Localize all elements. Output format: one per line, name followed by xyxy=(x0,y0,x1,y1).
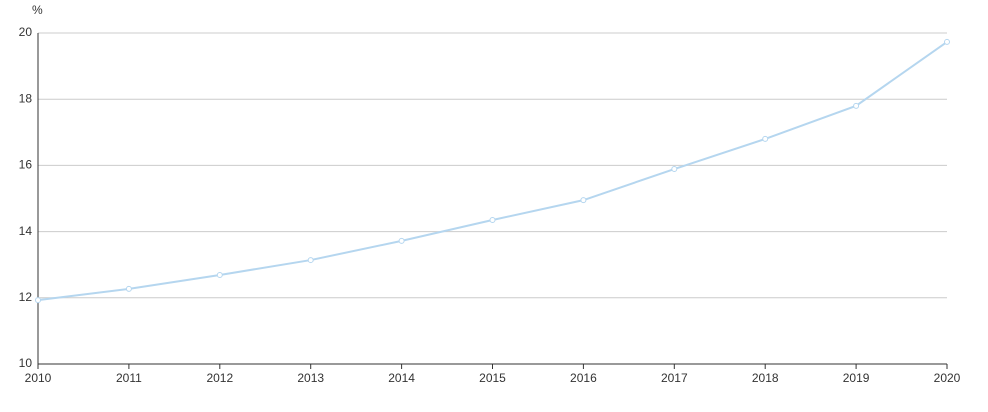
point xyxy=(35,297,41,304)
x-tick-label: 2016 xyxy=(570,371,597,385)
x-tick-label: 2019 xyxy=(843,371,870,385)
point xyxy=(853,102,860,109)
point xyxy=(489,217,496,224)
line xyxy=(37,41,948,302)
x-tick-label: 2018 xyxy=(752,371,779,385)
x-tick-label: 2017 xyxy=(661,371,688,385)
point xyxy=(762,135,769,142)
y-tick-label: 10 xyxy=(19,356,33,370)
x-tick-label: 2014 xyxy=(388,371,415,385)
y-axis-unit: % xyxy=(32,3,43,17)
y-tick-label: 14 xyxy=(19,224,33,238)
point xyxy=(307,257,314,264)
y-tick-label: 12 xyxy=(19,290,33,304)
y-tick-label: 20 xyxy=(19,25,33,39)
point xyxy=(580,197,587,204)
x-tick-label: 2011 xyxy=(116,371,142,385)
x-tick-label: 2010 xyxy=(25,371,52,385)
x-tick-label: 2015 xyxy=(479,371,506,385)
x-tick-label: 2013 xyxy=(297,371,324,385)
point xyxy=(216,271,223,278)
x-tick-label: 2020 xyxy=(934,371,961,385)
point xyxy=(125,285,132,292)
point xyxy=(671,166,678,173)
x-tick-label: 2012 xyxy=(206,371,233,385)
y-tick-label: 16 xyxy=(19,158,33,172)
y-tick-label: 18 xyxy=(19,91,33,105)
point xyxy=(398,237,405,244)
point xyxy=(944,38,950,45)
